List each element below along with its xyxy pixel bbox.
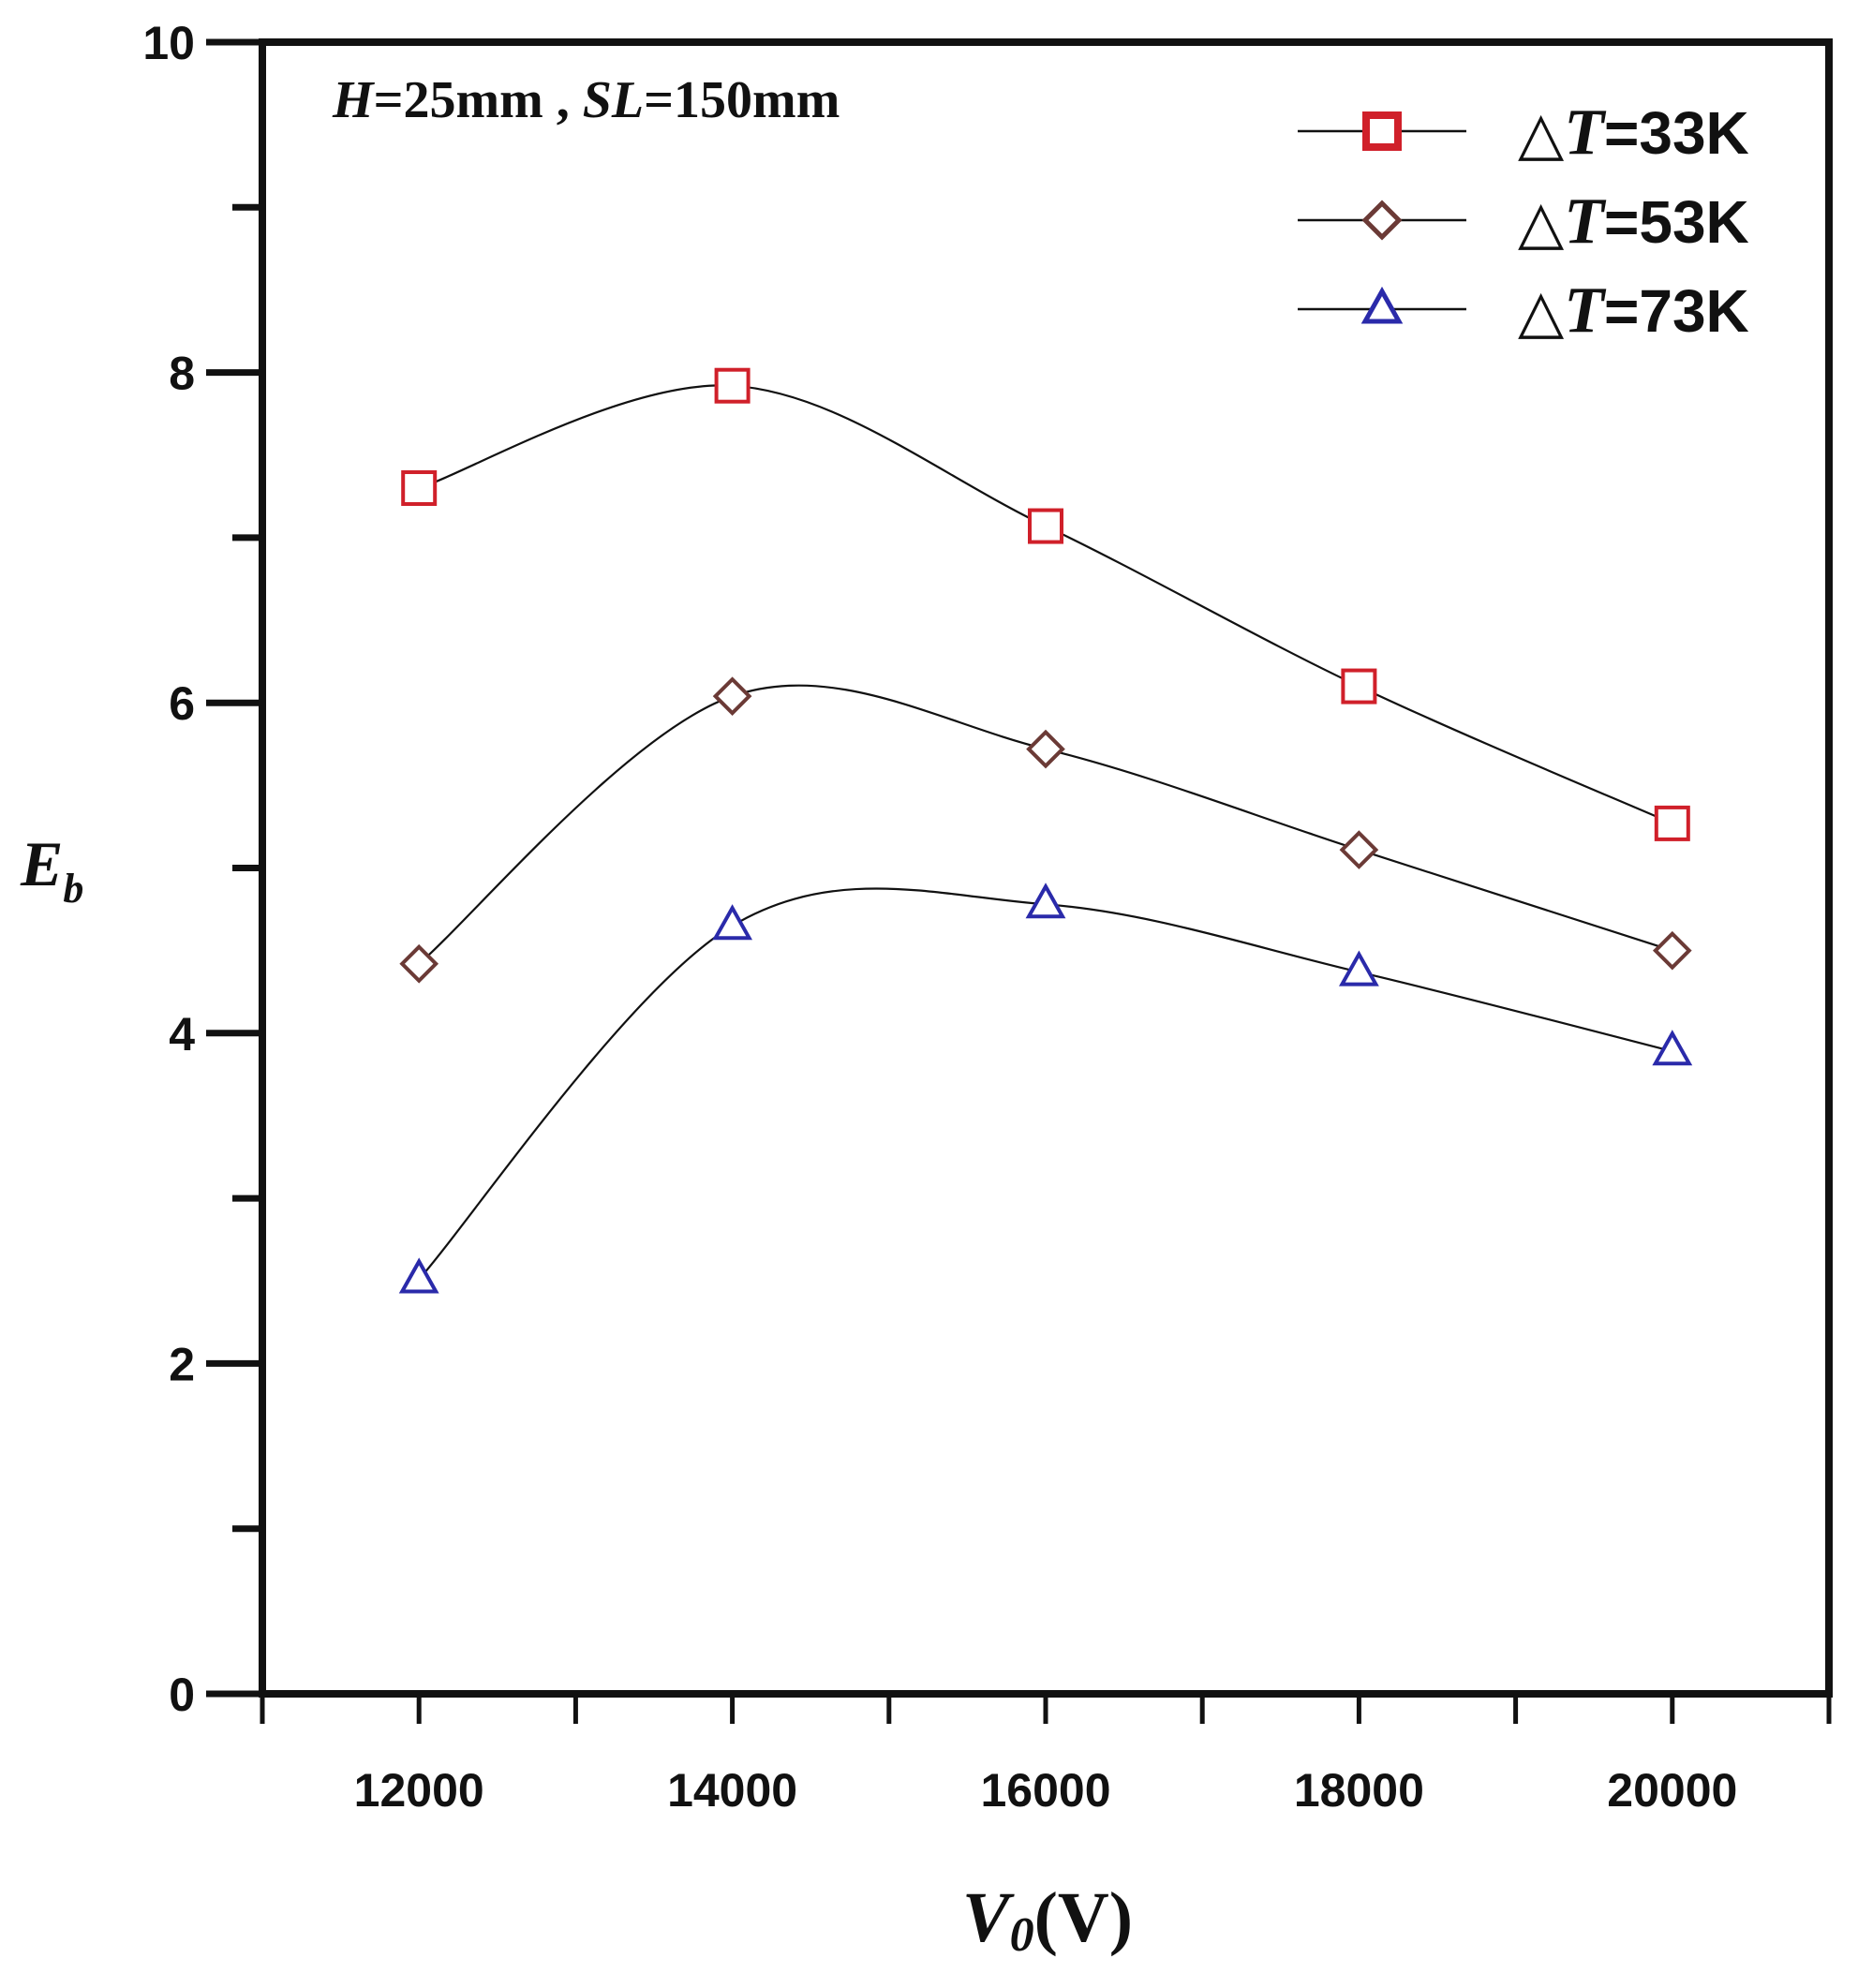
x-tick-label: 20000 <box>1607 1764 1737 1817</box>
data-point-square <box>714 367 751 404</box>
legend-label: △T=73K <box>1518 274 1749 347</box>
data-point-square <box>401 470 438 507</box>
legend-marker-diamond <box>1361 200 1403 241</box>
legend: △T=33K △T=53K △T=73K <box>1298 96 1749 347</box>
series-markers <box>398 367 1693 1294</box>
series-line-3 <box>418 887 1673 1281</box>
data-point-diamond <box>399 943 439 984</box>
data-point-triangle <box>1338 950 1379 987</box>
y-axis-label: Eb <box>20 828 83 912</box>
y-tick-label: 0 <box>169 1669 195 1721</box>
x-tick-label: 14000 <box>667 1764 797 1817</box>
data-point-diamond <box>1339 830 1379 869</box>
x-axis-label: V0(V) <box>962 1878 1133 1962</box>
legend-marker-triangle <box>1360 286 1404 324</box>
data-point-triangle <box>712 904 753 941</box>
data-point-square <box>1028 508 1063 544</box>
data-point-square <box>1654 805 1690 841</box>
legend-label: △T=53K <box>1518 185 1749 258</box>
y-tick-label: 4 <box>169 1008 195 1061</box>
x-axis-ticks: 12000 14000 16000 18000 20000 <box>260 1694 1832 1817</box>
data-point-triangle <box>1025 883 1066 919</box>
data-point-triangle <box>398 1257 439 1294</box>
data-point-diamond <box>712 676 752 716</box>
series-line-2 <box>418 684 1673 965</box>
x-tick-label: 12000 <box>354 1764 484 1817</box>
y-tick-label: 6 <box>169 677 195 730</box>
data-point-diamond <box>1026 729 1065 769</box>
x-tick-label: 16000 <box>980 1764 1110 1817</box>
y-axis-ticks: 0 2 4 6 8 10 <box>142 17 262 1721</box>
data-point-square <box>1341 668 1377 705</box>
annotation-text: H=25mm , SL=150mm <box>332 71 840 129</box>
y-tick-label: 10 <box>142 17 195 69</box>
legend-marker-square <box>1362 111 1402 151</box>
legend-label: △T=33K <box>1518 96 1749 169</box>
data-point-diamond <box>1652 930 1692 971</box>
data-point-triangle <box>1652 1030 1693 1066</box>
x-tick-label: 18000 <box>1294 1764 1424 1817</box>
y-tick-label: 8 <box>169 348 195 400</box>
y-tick-label: 2 <box>169 1338 195 1390</box>
